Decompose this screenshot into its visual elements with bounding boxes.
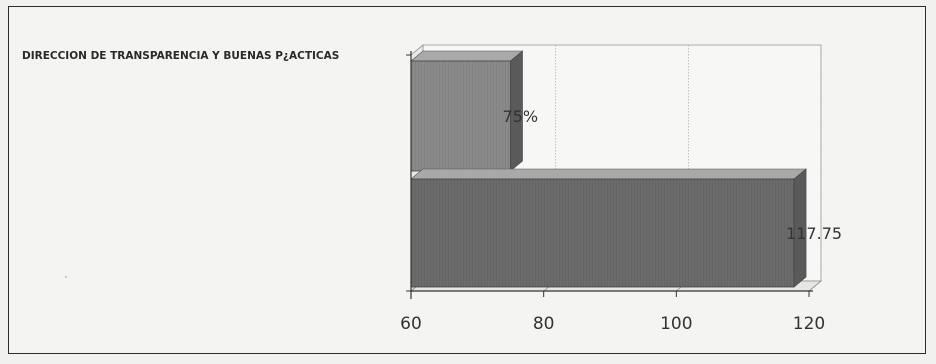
bar-top-face (410, 50, 524, 62)
bar-end-face (510, 50, 523, 172)
tick-label-60: 60 (400, 314, 422, 334)
tick-label-100: 100 (660, 314, 692, 334)
bar-texture (411, 61, 511, 171)
bar-end-face (793, 168, 807, 288)
data-label-series-1: 75% (503, 107, 539, 126)
floor-gridline-120 (808, 280, 822, 292)
chart-frame: 60 80 100 120 DIRECCION DE TRANSPARENCIA Y … (8, 6, 926, 354)
bar-series-2 (410, 168, 807, 288)
data-label-series-2: 117.75 (786, 224, 842, 243)
tick-label-120: 120 (793, 314, 825, 334)
scan-speck (65, 276, 67, 278)
bar-texture (411, 179, 795, 287)
bar-chart: 60 80 100 120 DIRECCION DE TRANSPARENCIA Y … (22, 44, 842, 334)
tick-label-80: 80 (533, 314, 555, 334)
bar-series-1 (410, 50, 524, 172)
axes (406, 51, 813, 299)
bar-top-face (410, 168, 807, 180)
bars (410, 50, 807, 288)
category-label: DIRECCION DE TRANSPARENCIA Y BUENAS P¿AC… (22, 50, 339, 62)
x-axis-ticks: 60 80 100 120 (400, 314, 825, 334)
